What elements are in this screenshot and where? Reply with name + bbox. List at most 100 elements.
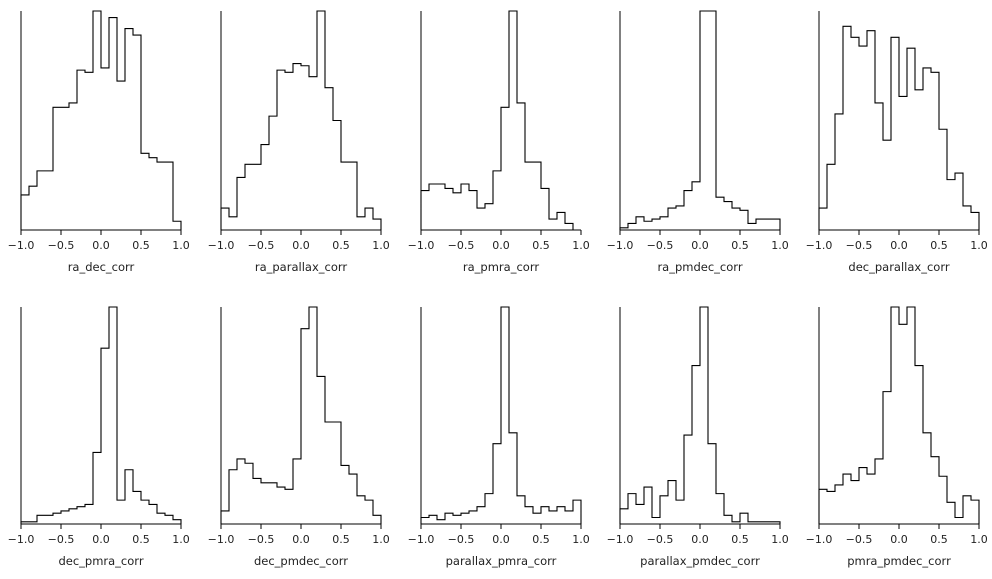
histogram-bin — [453, 193, 461, 230]
histogram-bin — [732, 522, 740, 524]
histogram-bin — [133, 35, 141, 230]
histogram-bin — [429, 515, 437, 524]
histogram-bin — [573, 500, 581, 524]
histogram-bin — [109, 18, 117, 230]
histogram-bin — [437, 520, 445, 524]
histogram-bin — [493, 444, 501, 524]
histogram-bin — [827, 164, 835, 230]
histogram-bin — [37, 515, 45, 524]
histogram-bin — [229, 470, 237, 524]
histogram-bin — [285, 489, 293, 524]
histogram-bin — [453, 515, 461, 524]
histogram-bin — [764, 522, 772, 524]
histogram-step-outline — [420, 306, 582, 524]
histogram-bin — [748, 522, 756, 524]
histogram-bin — [971, 212, 979, 230]
histogram-bin — [628, 223, 636, 230]
x-tick-label: −0.5 — [48, 533, 75, 546]
histogram-bin — [341, 465, 349, 524]
histogram-bin — [517, 496, 525, 524]
histogram-bin — [141, 153, 149, 230]
x-tick-label: −1.0 — [607, 239, 634, 252]
histogram-bin — [636, 217, 644, 230]
histogram-bin — [477, 507, 485, 524]
x-tick-label: 1.0 — [771, 533, 789, 546]
histogram-bin — [509, 433, 517, 524]
histogram-bin — [165, 515, 173, 524]
histogram-bin — [149, 158, 157, 230]
histogram-bin — [125, 470, 133, 524]
histogram-step-outline — [818, 25, 980, 230]
histogram-bin — [907, 307, 915, 524]
histogram-bin — [477, 208, 485, 230]
histogram-bin — [469, 191, 477, 230]
x-tick-label: 1.0 — [572, 239, 590, 252]
histogram-bin — [245, 164, 253, 230]
x-tick-label: −0.5 — [448, 239, 475, 252]
histogram-bin — [891, 37, 899, 230]
histogram-step-outline — [420, 10, 581, 231]
x-tick-label: 1.0 — [970, 239, 988, 252]
x-axis-label: dec_pmra_corr — [58, 554, 143, 568]
histogram-panel: −1.0 −0.5 0.0 0.5 1.0 ra_parallax_corr — [208, 10, 390, 274]
histogram-bin — [157, 162, 165, 230]
histogram-bin — [708, 11, 716, 230]
histogram-bin — [429, 184, 437, 230]
histogram-bin — [101, 68, 109, 230]
histogram-bin — [692, 366, 700, 524]
histogram-step-outline — [20, 306, 182, 524]
histogram-bin — [541, 507, 549, 524]
x-axis-label: dec_parallax_corr — [848, 260, 949, 274]
histogram-bin — [533, 162, 541, 230]
histogram-bin — [565, 511, 573, 524]
x-tick-label: −0.5 — [647, 239, 674, 252]
x-tick-label: −1.0 — [8, 239, 35, 252]
histogram-bin — [365, 500, 373, 524]
x-tick-label: −1.0 — [607, 533, 634, 546]
histogram-bin — [61, 107, 69, 230]
histogram-bin — [349, 474, 357, 524]
x-tick-label: 0.0 — [92, 533, 110, 546]
x-tick-label: −0.5 — [647, 533, 674, 546]
x-tick-label: 1.0 — [372, 533, 390, 546]
histogram-bin — [859, 468, 867, 524]
histogram-bin — [165, 162, 173, 230]
histogram-bin — [620, 509, 628, 524]
histogram-bin — [21, 522, 29, 524]
histogram-bin — [549, 511, 557, 524]
histogram-bin — [557, 507, 565, 524]
histogram-bin — [421, 191, 429, 230]
histogram-bin — [325, 422, 333, 524]
histogram-bin — [827, 491, 835, 524]
histogram-bin — [963, 206, 971, 230]
histogram-bin — [963, 496, 971, 524]
x-tick-label: 1.0 — [172, 533, 190, 546]
x-tick-label: −1.0 — [8, 533, 35, 546]
histogram-bin — [45, 515, 53, 524]
histogram-bin — [509, 11, 517, 230]
x-tick-label: 1.0 — [771, 239, 789, 252]
x-tick-label: 0.5 — [532, 533, 550, 546]
histogram-bin — [277, 487, 285, 524]
histogram-bin — [541, 188, 549, 230]
x-tick-label: −1.0 — [208, 533, 235, 546]
histogram-bin — [684, 435, 692, 524]
histogram-bin — [684, 191, 692, 230]
histogram-panel: −1.0 −0.5 0.0 0.5 1.0 dec_parallax_corr — [806, 11, 988, 274]
x-tick-label: 0.5 — [332, 533, 350, 546]
histogram-bin — [445, 188, 453, 230]
histogram-bin — [668, 481, 676, 524]
x-axis-label: pmra_pmdec_corr — [847, 554, 951, 568]
histogram-bin — [636, 504, 644, 524]
histogram-bin — [843, 474, 851, 524]
histogram-bin — [700, 11, 708, 230]
histogram-bin — [437, 184, 445, 230]
histogram-bin — [923, 433, 931, 524]
histogram-bin — [819, 489, 827, 524]
x-tick-label: 0.0 — [492, 239, 510, 252]
histogram-bin — [45, 171, 53, 230]
histogram-bin — [947, 180, 955, 230]
histogram-bin — [835, 114, 843, 230]
histogram-bin — [141, 500, 149, 524]
histogram-bin — [173, 520, 181, 524]
